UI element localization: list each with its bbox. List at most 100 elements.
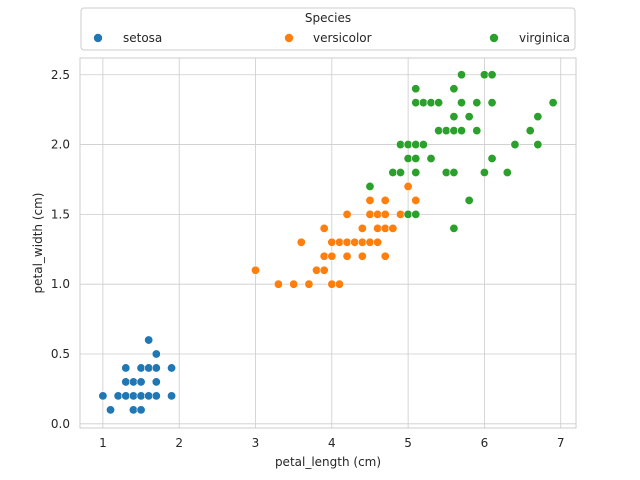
data-point-versicolor <box>357 237 367 247</box>
data-point-setosa <box>136 363 146 373</box>
data-point-virginica <box>457 70 467 80</box>
data-point-virginica <box>449 84 459 94</box>
x-tick-label: 7 <box>557 436 565 450</box>
legend-label-setosa: setosa <box>123 31 162 45</box>
data-point-setosa <box>121 377 131 387</box>
data-point-versicolor <box>342 251 352 261</box>
data-point-setosa <box>144 363 154 373</box>
data-point-setosa <box>121 391 131 401</box>
legend-title: Species <box>305 11 351 25</box>
data-point-virginica <box>487 98 497 108</box>
data-point-virginica <box>487 154 497 164</box>
data-point-virginica <box>449 167 459 177</box>
data-point-versicolor <box>365 237 375 247</box>
data-point-setosa <box>128 391 138 401</box>
data-point-virginica <box>395 140 405 150</box>
data-point-virginica <box>434 98 444 108</box>
legend-marker-virginica <box>489 33 499 43</box>
data-point-versicolor <box>327 279 337 289</box>
data-point-virginica <box>472 98 482 108</box>
data-point-setosa <box>151 349 161 359</box>
x-tick-label: 6 <box>481 436 489 450</box>
data-point-versicolor <box>380 195 390 205</box>
data-point-versicolor <box>342 209 352 219</box>
data-point-versicolor <box>334 279 344 289</box>
data-point-virginica <box>418 140 428 150</box>
data-point-virginica <box>403 209 413 219</box>
data-point-versicolor <box>373 209 383 219</box>
data-point-versicolor <box>395 209 405 219</box>
legend-marker-setosa <box>93 33 103 43</box>
data-point-setosa <box>106 405 116 415</box>
data-point-virginica <box>479 167 489 177</box>
data-point-virginica <box>487 70 497 80</box>
data-point-virginica <box>411 209 421 219</box>
data-point-virginica <box>434 126 444 136</box>
data-point-virginica <box>388 167 398 177</box>
data-point-virginica <box>479 70 489 80</box>
data-point-setosa <box>136 405 146 415</box>
legend-label-versicolor: versicolor <box>313 31 372 45</box>
data-point-virginica <box>533 112 543 122</box>
data-point-virginica <box>441 167 451 177</box>
legend-marker-versicolor <box>284 33 294 43</box>
data-point-virginica <box>403 140 413 150</box>
legend-box <box>80 7 576 51</box>
data-point-setosa <box>136 377 146 387</box>
data-point-virginica <box>411 84 421 94</box>
x-axis-label: petal_length (cm) <box>275 455 381 469</box>
data-point-versicolor <box>319 265 329 275</box>
data-point-virginica <box>510 140 520 150</box>
data-point-versicolor <box>319 251 329 261</box>
data-point-virginica <box>365 181 375 191</box>
data-point-virginica <box>441 126 451 136</box>
y-tick-label: 2.5 <box>51 68 70 82</box>
data-point-setosa <box>144 391 154 401</box>
x-tick-label: 1 <box>99 436 107 450</box>
data-point-versicolor <box>319 223 329 233</box>
data-point-setosa <box>151 391 161 401</box>
data-point-setosa <box>151 377 161 387</box>
data-point-versicolor <box>403 181 413 191</box>
y-tick-label: 2.0 <box>51 138 70 152</box>
y-tick-label: 0.5 <box>51 347 70 361</box>
data-point-versicolor <box>380 223 390 233</box>
data-point-versicolor <box>342 237 352 247</box>
data-point-virginica <box>464 112 474 122</box>
data-point-virginica <box>403 154 413 164</box>
x-tick-label: 3 <box>252 436 260 450</box>
legend-label-virginica: virginica <box>519 31 570 45</box>
data-point-setosa <box>136 391 146 401</box>
x-tick-label: 5 <box>404 436 412 450</box>
data-point-versicolor <box>273 279 283 289</box>
data-point-versicolor <box>304 279 314 289</box>
data-point-versicolor <box>350 237 360 247</box>
data-point-virginica <box>411 98 421 108</box>
data-point-virginica <box>411 154 421 164</box>
data-point-virginica <box>464 195 474 205</box>
data-point-virginica <box>426 98 436 108</box>
data-point-versicolor <box>373 223 383 233</box>
data-point-virginica <box>449 223 459 233</box>
data-point-virginica <box>457 126 467 136</box>
x-tick-label: 2 <box>175 436 183 450</box>
data-point-setosa <box>121 363 131 373</box>
data-point-versicolor <box>334 237 344 247</box>
data-point-versicolor <box>388 223 398 233</box>
data-point-versicolor <box>365 195 375 205</box>
legend: Species setosa versicolor virginica <box>80 7 576 51</box>
data-point-setosa <box>98 391 108 401</box>
data-point-versicolor <box>373 237 383 247</box>
tick-labels: 1 2 3 4 5 6 7 0.0 0.5 1.0 1.5 2.0 2.5 <box>51 68 565 450</box>
data-point-virginica <box>418 98 428 108</box>
data-point-setosa <box>113 391 123 401</box>
data-point-virginica <box>411 140 421 150</box>
data-point-setosa <box>128 377 138 387</box>
data-point-virginica <box>502 167 512 177</box>
data-point-versicolor <box>327 251 337 261</box>
data-point-versicolor <box>289 279 299 289</box>
data-point-virginica <box>548 98 558 108</box>
data-point-versicolor <box>296 237 306 247</box>
x-tick-label: 4 <box>328 436 336 450</box>
